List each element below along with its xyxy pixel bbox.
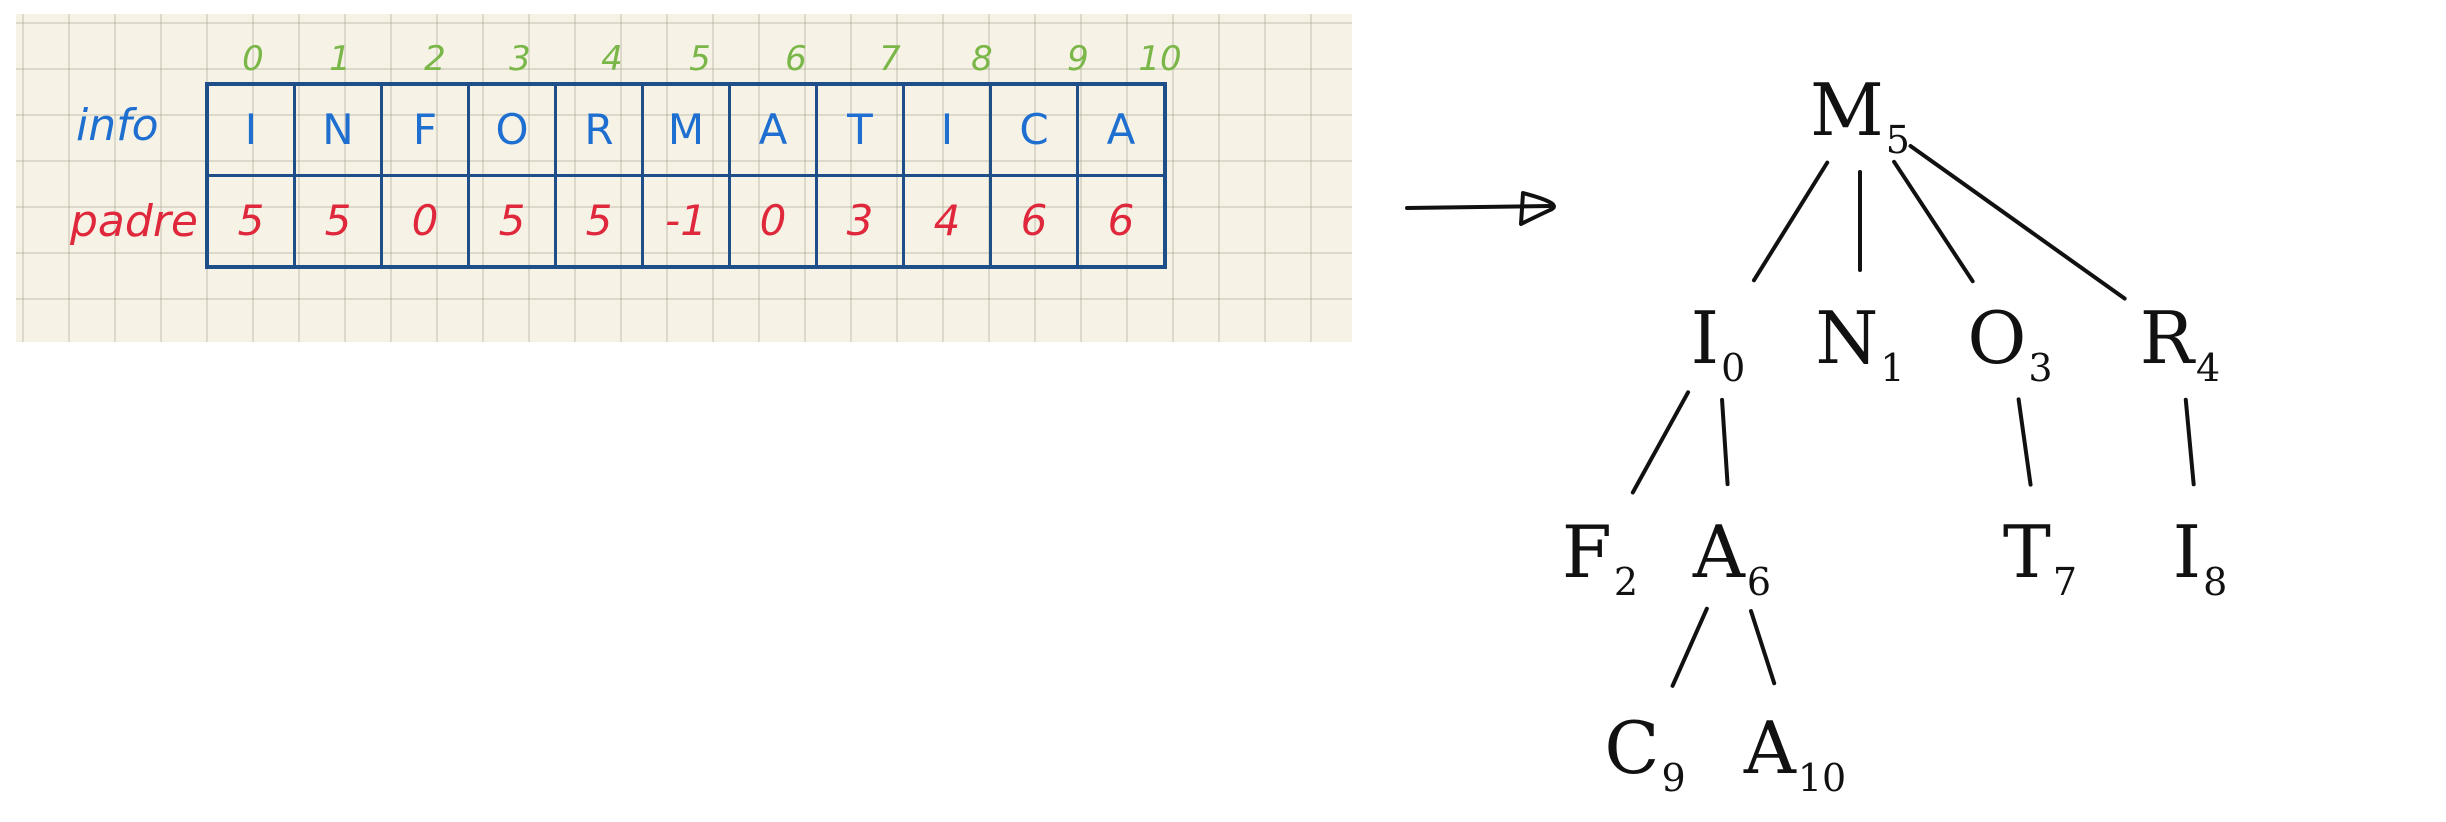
padre-cell: 6 (1076, 174, 1167, 269)
info-row-label: info (76, 100, 159, 151)
tree-node: C9 (1604, 712, 1685, 797)
tree-node-letter: N (1815, 296, 1879, 380)
padre-cell: -1 (641, 174, 731, 269)
info-cell: A (728, 82, 818, 177)
tree-node-index: 4 (2196, 346, 2221, 390)
tree-node: A10 (1744, 712, 1846, 797)
tree-node: I8 (2173, 516, 2228, 601)
tree-node: F2 (1562, 516, 1638, 601)
info-cell: T (815, 82, 905, 177)
info-cell: I (902, 82, 992, 177)
tree-node-letter: I (1690, 296, 1720, 380)
padre-row: 5 5 0 5 5 -1 0 3 4 6 6 (205, 174, 1167, 269)
padre-cell: 5 (467, 174, 557, 269)
tree-node-index: 6 (1746, 560, 1772, 604)
info-cell: R (554, 82, 644, 177)
tree-node-index: 8 (2203, 560, 2228, 604)
tree-edge (1720, 397, 1730, 487)
tree-node: T7 (2003, 516, 2077, 601)
index-label: 0 (242, 39, 264, 79)
tree-node-letter: T (2002, 510, 2051, 594)
index-label: 4 (601, 39, 623, 79)
tree-node-index: 1 (1880, 346, 1905, 390)
tree-node-letter: C (1604, 706, 1660, 790)
tree-node: I0 (1691, 302, 1746, 387)
tree-node: O3 (1967, 302, 2052, 387)
index-label: 6 (785, 39, 807, 79)
tree-node-letter: F (1561, 510, 1612, 594)
padre-cell: 4 (902, 174, 992, 269)
index-label: 2 (424, 39, 446, 79)
padre-cell: 5 (554, 174, 644, 269)
tree-node-letter: A (1743, 706, 1796, 790)
tree-node-letter: A (1692, 510, 1745, 594)
index-label: 8 (971, 39, 993, 79)
tree-node: M5 (1810, 74, 1910, 159)
index-label: 5 (689, 39, 711, 79)
tree-edge (1670, 606, 1709, 688)
tree-node-letter: I (2172, 510, 2202, 594)
array-table: I N F O R M A T I C A 5 5 0 5 5 -1 0 3 4… (205, 82, 1167, 269)
info-cell: A (1076, 82, 1167, 177)
padre-row-label: padre (70, 196, 198, 247)
arrow-right-icon (1405, 191, 1556, 226)
info-cell: C (989, 82, 1079, 177)
tree-edge (1630, 390, 1691, 495)
index-label: 10 (1138, 39, 1182, 79)
tree-node-index: 7 (2052, 560, 2078, 604)
tree-node-index: 9 (1661, 756, 1686, 800)
index-label: 1 (329, 39, 351, 79)
tree-edge (2016, 397, 2033, 487)
index-label: 9 (1067, 39, 1089, 79)
info-cell: I (205, 82, 296, 177)
index-label: 7 (879, 39, 901, 79)
tree-node-letter: M (1810, 68, 1884, 152)
tree-edge (1748, 609, 1777, 686)
index-label: 3 (509, 39, 531, 79)
info-cell: N (293, 82, 383, 177)
tree-node: A6 (1693, 516, 1771, 601)
tree-node-index: 5 (1885, 118, 1910, 162)
tree-edge (1892, 159, 1975, 284)
info-cell: O (467, 82, 557, 177)
tree-edge (1751, 160, 1830, 283)
tree-node-index: 2 (1613, 560, 1639, 604)
tree-node-index: 10 (1797, 756, 1847, 800)
tree-node-letter: R (2139, 296, 2195, 380)
info-cell: M (641, 82, 731, 177)
padre-cell: 6 (989, 174, 1079, 269)
info-cell: F (380, 82, 470, 177)
padre-cell: 5 (293, 174, 383, 269)
padre-cell: 3 (815, 174, 905, 269)
tree-edge (2183, 397, 2196, 487)
padre-cell: 5 (205, 174, 296, 269)
tree-node-index: 3 (2028, 346, 2053, 390)
padre-cell: 0 (728, 174, 818, 269)
tree-node-index: 0 (1721, 346, 1746, 390)
tree-node-letter: O (1967, 296, 2027, 380)
tree-node: R4 (2140, 302, 2220, 387)
padre-cell: 0 (380, 174, 470, 269)
info-row: I N F O R M A T I C A (205, 82, 1167, 177)
tree-edge (1908, 143, 2127, 301)
tree-node: N1 (1815, 302, 1904, 387)
